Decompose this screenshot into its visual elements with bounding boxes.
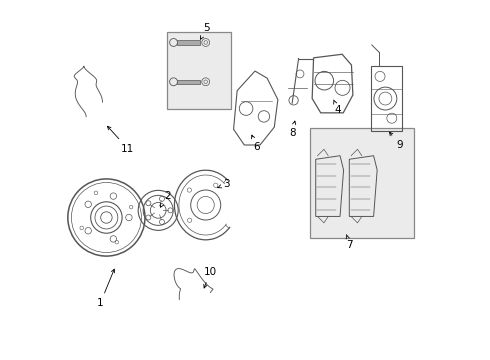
Text: 5: 5 xyxy=(200,23,210,39)
Text: 2: 2 xyxy=(160,191,171,207)
Text: 7: 7 xyxy=(346,235,353,250)
Text: 9: 9 xyxy=(390,132,403,150)
FancyBboxPatch shape xyxy=(168,32,231,109)
Bar xyxy=(177,40,199,45)
FancyBboxPatch shape xyxy=(310,128,414,238)
Text: 8: 8 xyxy=(289,121,296,138)
Text: 11: 11 xyxy=(107,126,134,154)
Text: 6: 6 xyxy=(251,135,260,152)
Text: 4: 4 xyxy=(334,100,341,115)
Bar xyxy=(177,80,199,84)
Text: 1: 1 xyxy=(97,269,115,308)
Text: 3: 3 xyxy=(218,179,230,189)
Text: 10: 10 xyxy=(203,267,217,288)
Bar xyxy=(371,66,402,131)
